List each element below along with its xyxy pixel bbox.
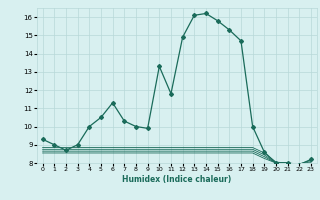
X-axis label: Humidex (Indice chaleur): Humidex (Indice chaleur) bbox=[122, 175, 231, 184]
